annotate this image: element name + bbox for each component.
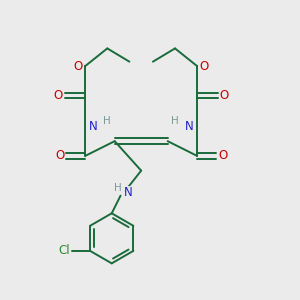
Text: H: H: [171, 116, 179, 126]
Text: N: N: [124, 186, 132, 199]
Text: H: H: [103, 116, 111, 126]
Text: O: O: [200, 60, 209, 73]
Text: H: H: [114, 183, 122, 193]
Text: O: O: [220, 89, 229, 102]
Text: O: O: [218, 149, 227, 162]
Text: N: N: [184, 120, 193, 133]
Text: N: N: [89, 120, 98, 133]
Text: O: O: [55, 149, 64, 162]
Text: O: O: [53, 89, 63, 102]
Text: O: O: [73, 60, 83, 73]
Text: Cl: Cl: [58, 244, 70, 257]
